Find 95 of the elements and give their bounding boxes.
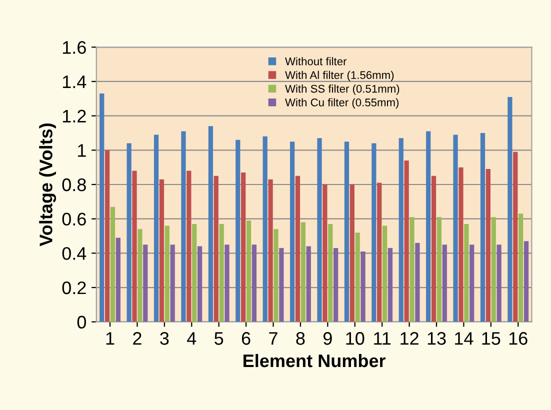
bar <box>164 226 170 322</box>
bar <box>295 176 300 322</box>
bar <box>415 242 420 322</box>
legend-label: Without filter <box>285 57 347 66</box>
bar <box>426 131 431 322</box>
x-tick-label: 11 <box>374 332 391 345</box>
bar <box>410 217 414 322</box>
x-tick-label: 10 <box>346 332 364 345</box>
x-tick-label: 14 <box>455 332 474 345</box>
bar <box>524 241 529 322</box>
y-tick-label: 1.4 <box>62 76 86 88</box>
bar <box>219 224 224 322</box>
legend-label: With Cu filter (0.55mm) <box>285 98 399 109</box>
bar <box>110 206 116 322</box>
bar <box>132 170 137 322</box>
x-tick-label: 3 <box>160 332 169 345</box>
x-tick-label: 2 <box>133 332 142 345</box>
bar <box>262 136 268 322</box>
bar <box>388 248 393 322</box>
x-tick-label: 7 <box>269 332 278 345</box>
bar <box>404 160 409 322</box>
bar <box>306 246 311 322</box>
bar <box>143 244 148 322</box>
bar <box>350 184 354 322</box>
y-tick-label: 0.8 <box>62 178 86 192</box>
bar <box>300 222 306 322</box>
bar <box>486 169 490 322</box>
x-tick-label: 8 <box>296 332 305 345</box>
x-tick-label: 13 <box>428 332 446 345</box>
bar <box>453 134 458 322</box>
bar <box>470 244 474 322</box>
y-tick-label: 0.6 <box>62 212 86 226</box>
bar <box>518 214 524 322</box>
bar <box>246 220 252 322</box>
bar <box>355 232 360 322</box>
legend-label: With SS filter (0.51mm) <box>285 84 400 95</box>
bar <box>458 167 464 322</box>
bar <box>252 244 257 322</box>
x-tick-label: 16 <box>509 332 528 345</box>
bar <box>496 244 502 322</box>
bar <box>104 150 110 322</box>
y-tick-label: 1.6 <box>62 41 86 54</box>
x-tick-label: 1 <box>106 332 114 345</box>
bar <box>224 244 230 322</box>
bar <box>290 142 295 322</box>
bar <box>208 126 213 322</box>
bar <box>159 179 164 322</box>
bar <box>328 224 333 322</box>
bar <box>126 143 132 322</box>
y-tick-label: 0.4 <box>62 247 86 260</box>
bar <box>334 248 338 322</box>
x-tick-label: 5 <box>214 332 224 345</box>
bar <box>100 94 104 322</box>
bar <box>214 176 218 322</box>
bar <box>508 96 512 322</box>
bar <box>317 138 322 322</box>
bar <box>344 142 350 322</box>
y-tick-label: 1 <box>78 144 86 157</box>
x-tick-label: 6 <box>242 332 250 345</box>
bar <box>513 152 518 322</box>
y-tick-label: 0.2 <box>62 281 86 294</box>
bar <box>431 176 436 322</box>
bar <box>382 226 388 322</box>
y-axis-title: Voltage (Volts) <box>39 124 56 246</box>
bar <box>491 217 496 322</box>
bar <box>442 244 447 322</box>
bar <box>274 229 278 322</box>
y-tick-label: 0 <box>77 316 86 329</box>
x-tick-label: 12 <box>400 332 418 345</box>
x-tick-label: 15 <box>482 332 500 345</box>
bar <box>372 143 376 322</box>
bar <box>154 134 159 322</box>
bar <box>360 251 366 322</box>
bar <box>186 170 192 322</box>
bar <box>268 179 273 322</box>
bar <box>436 217 442 322</box>
bar <box>241 172 246 322</box>
bar <box>398 138 404 322</box>
bar <box>322 184 328 322</box>
legend-label: With Al filter (1.56mm) <box>285 70 394 82</box>
bar <box>138 229 142 322</box>
bar <box>464 224 469 322</box>
bar <box>377 182 382 322</box>
bar <box>170 244 175 322</box>
x-tick-label: 4 <box>187 332 196 345</box>
x-axis-title: Element Number <box>244 354 386 368</box>
bar <box>116 238 120 322</box>
bar <box>236 140 240 322</box>
bar <box>181 131 186 322</box>
x-tick-label: 9 <box>324 332 332 345</box>
y-tick-label: 1.2 <box>62 110 86 122</box>
bar <box>279 248 284 322</box>
bar <box>197 246 202 322</box>
bar <box>192 224 197 322</box>
bar <box>480 132 486 322</box>
